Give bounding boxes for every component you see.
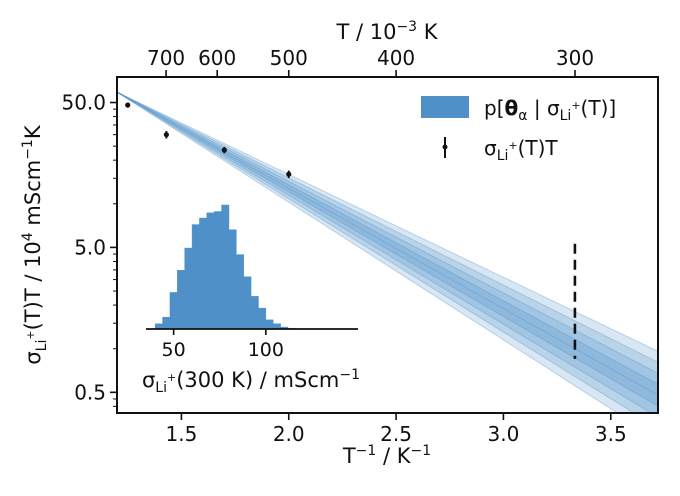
inset-histogram-bar	[236, 254, 244, 330]
x-tick-label: 2.5	[380, 422, 412, 446]
inset-histogram-bar	[228, 229, 237, 330]
inset-histogram-bar	[221, 204, 230, 330]
data-point	[286, 171, 292, 177]
inset-histogram-bar	[265, 319, 274, 330]
plot-frame	[116, 76, 659, 414]
inset-histogram-bar	[162, 317, 171, 330]
top-x-tick-label: 600	[198, 46, 236, 70]
legend-band-swatch	[421, 96, 469, 118]
inset-histogram-bar	[184, 247, 193, 330]
inset-histogram-bar	[250, 296, 259, 330]
legend-band-label: p[θα | σLi+(T)]	[484, 96, 616, 124]
data-points	[125, 102, 292, 179]
posterior-sample-line	[117, 91, 658, 352]
x-axis: 1.5 2.0 2.5 3.0 3.5	[165, 413, 627, 446]
y-tick-label: 50.0	[61, 91, 106, 115]
top-x-tick-label: 700	[147, 46, 185, 70]
y-tick-label: 5.0	[74, 235, 106, 259]
posterior-sample-line	[117, 91, 619, 413]
inset-x-axis-label: σLi+(300 K) / mScm−1	[142, 367, 360, 396]
inset-histogram-bar	[169, 292, 178, 330]
posterior-sample-line	[117, 91, 635, 413]
inset-histogram-bar	[191, 224, 200, 330]
inset-histogram: 50 100 σLi+(300 K) / mScm−1	[142, 204, 360, 396]
legend-point-marker	[442, 144, 448, 150]
y-axis: 0.5 5.0 50.0	[61, 91, 117, 407]
inset-histogram-bar	[213, 211, 222, 330]
legend: p[θα | σLi+(T)] σLi+(T)T	[421, 96, 616, 164]
top-x-axis-label: T / 10−3 K	[335, 19, 438, 44]
inset-tick-label: 100	[248, 339, 284, 361]
posterior-sample-line	[117, 91, 658, 385]
x-tick-label: 3.0	[488, 422, 520, 446]
inset-tick-label: 50	[162, 339, 186, 361]
y-tick-label: 0.5	[74, 380, 106, 404]
posterior-sample-line	[117, 91, 658, 396]
posterior-sample-line	[117, 91, 653, 413]
posterior-band-layer	[117, 92, 658, 413]
x-axis-label: T−1 / K−1	[342, 443, 431, 468]
top-x-tick-label: 500	[270, 46, 308, 70]
posterior-band-layer	[117, 92, 658, 407]
data-point	[163, 132, 169, 138]
posterior-band-layer	[117, 92, 658, 413]
top-x-tick-label: 300	[556, 46, 594, 70]
x-tick-label: 1.5	[165, 422, 197, 446]
inset-bars	[154, 204, 296, 330]
posterior-sample-line	[117, 91, 658, 407]
inset-histogram-bar	[199, 217, 208, 330]
legend-points-label: σLi+(T)T	[484, 136, 558, 164]
x-tick-label: 2.0	[273, 422, 305, 446]
top-x-axis: 700 600 500 400 300	[147, 46, 594, 77]
inset-x-axis: 50 100	[146, 328, 358, 361]
inset-histogram-bar	[206, 212, 215, 330]
x-tick-label: 3.5	[595, 422, 627, 446]
inset-histogram-bar	[177, 270, 185, 330]
posterior-sample-line	[117, 91, 658, 374]
posterior-band-layer	[117, 92, 658, 413]
y-axis-label: σLi+(T)T / 104 mScm−1K	[20, 124, 50, 364]
data-point	[221, 147, 227, 153]
inset-histogram-bar	[243, 276, 252, 330]
posterior-band	[117, 91, 658, 413]
posterior-sample-line	[117, 91, 658, 363]
inset-histogram-bar	[258, 307, 267, 330]
data-point	[125, 102, 131, 108]
top-x-tick-label: 400	[377, 46, 415, 70]
